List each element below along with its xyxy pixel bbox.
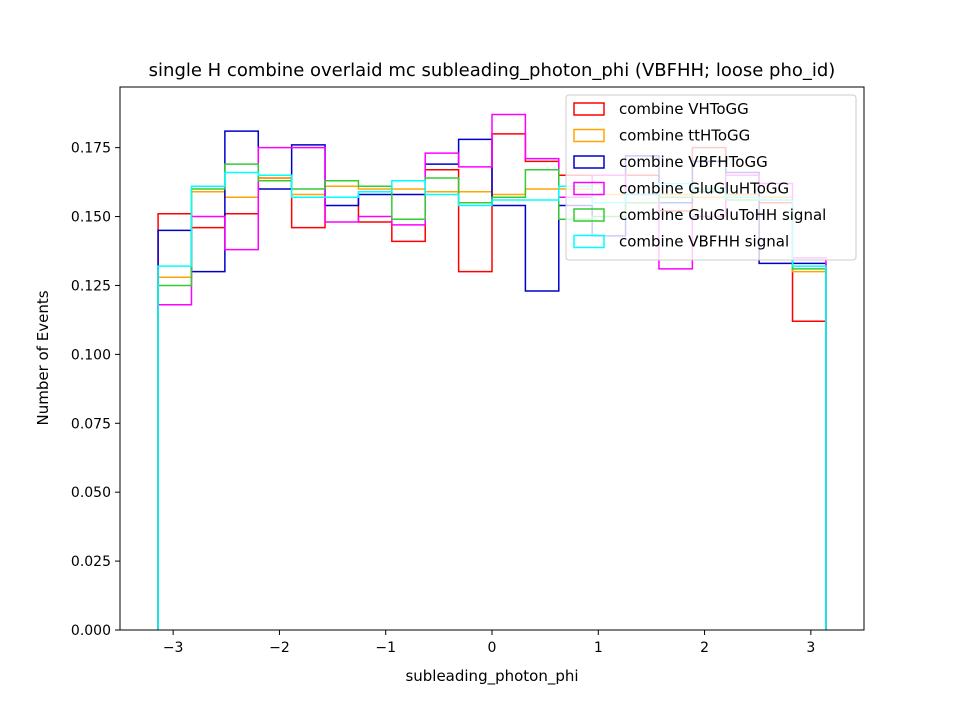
legend-label: combine GluGluHToGG [619,180,789,198]
x-tick-label: 2 [700,640,709,656]
x-axis-label: subleading_photon_phi [405,667,578,686]
legend-label: combine GluGluToHH signal [619,206,826,224]
x-tick-label: −1 [375,640,396,656]
y-tick-label: 0.100 [71,347,111,363]
legend-label: combine ttHToGG [619,127,750,145]
y-tick-label: 0.125 [71,278,111,294]
y-tick-label: 0.075 [71,416,111,432]
legend-swatch [573,128,605,143]
legend-swatch [573,208,605,222]
x-tick-label: 3 [806,640,815,656]
legend-label: combine VBFHToGG [619,153,768,171]
x-tick-label: −3 [163,640,184,656]
legend: combine VHToGG combine ttHToGG combine VBF… [565,94,857,261]
x-tick-label: −2 [269,640,290,656]
x-tick-label: 0 [488,640,497,656]
y-axis: 0.000 0.025 0.050 0.075 0.100 0.125 0.150 0.175 [71,141,120,639]
y-tick-label: 0.000 [71,623,111,639]
legend-label: combine VHToGG [619,100,749,118]
legend-swatch [573,102,605,116]
y-tick-label: 0.025 [71,554,111,570]
legend-swatch [573,234,605,249]
legend-swatch [573,155,605,169]
chart-title: single H combine overlaid mc subleading_… [149,60,836,81]
legend-label: combine VBFHH signal [619,233,789,251]
y-axis-label: Number of Events [34,290,52,425]
x-tick-label: 1 [594,640,603,656]
y-tick-label: 0.175 [71,141,111,157]
legend-box [565,94,857,261]
y-tick-label: 0.150 [71,210,111,226]
y-tick-label: 0.050 [71,485,111,501]
legend-swatch [573,181,605,196]
x-axis: −3 −2 −1 0 1 2 3 [163,630,815,656]
